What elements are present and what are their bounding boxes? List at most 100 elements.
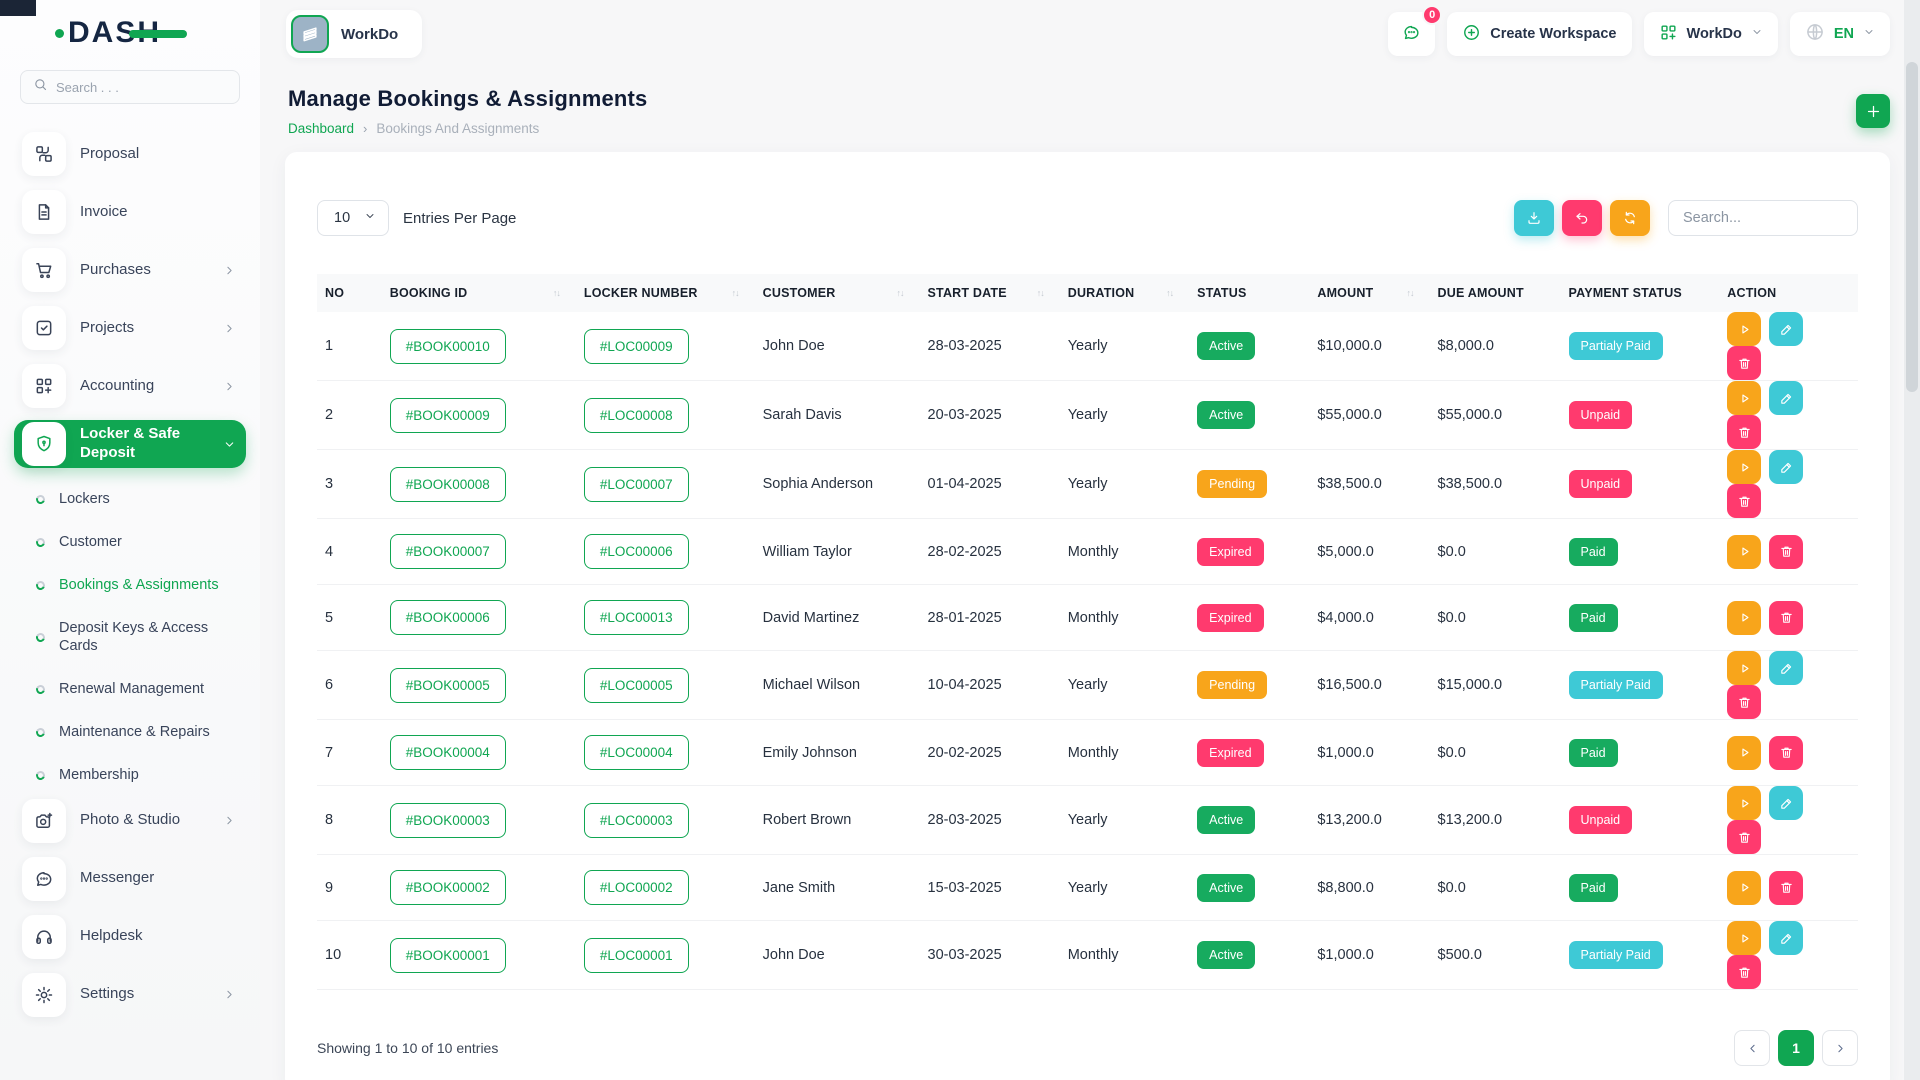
sidebar-item-settings[interactable]: Settings	[14, 971, 246, 1019]
sidebar-subitem-membership[interactable]: Membership	[12, 754, 248, 797]
delete-row-button[interactable]	[1769, 600, 1804, 635]
column-header-duration[interactable]: DURATION ↑↓	[1059, 274, 1190, 312]
workspace-menu-button[interactable]: WorkDo	[1643, 12, 1778, 56]
booking-id-pill[interactable]: #BOOK00005	[389, 667, 506, 703]
booking-id-pill[interactable]: #BOOK00004	[389, 735, 506, 770]
sidebar-item-purchases[interactable]: Purchases	[14, 246, 246, 294]
sidebar-item-invoice[interactable]: Invoice	[14, 188, 246, 236]
delete-row-button[interactable]	[1727, 955, 1762, 989]
edit-row-button[interactable]	[1769, 312, 1804, 346]
booking-id-pill[interactable]: #BOOK00001	[389, 937, 506, 973]
cell-status: Expired	[1189, 518, 1310, 585]
entries-per-page-select[interactable]: 10	[317, 200, 389, 236]
pagination-next-button[interactable]	[1822, 1030, 1858, 1066]
view-row-button[interactable]	[1727, 450, 1762, 484]
edit-row-button[interactable]	[1769, 381, 1804, 415]
delete-row-button[interactable]	[1769, 534, 1804, 569]
sort-icon[interactable]: ↑↓	[731, 288, 740, 298]
sidebar-search[interactable]	[20, 70, 240, 104]
reset-button[interactable]	[1562, 200, 1602, 236]
delete-row-button[interactable]	[1727, 685, 1762, 719]
sidebar-subitem-maintenance-repairs[interactable]: Maintenance & Repairs	[12, 711, 248, 754]
sort-icon[interactable]: ↑↓	[1406, 288, 1415, 298]
booking-id-pill[interactable]: #BOOK00003	[389, 802, 506, 838]
column-header-start-date[interactable]: START DATE ↑↓	[919, 274, 1060, 312]
view-row-button[interactable]	[1727, 651, 1762, 685]
sidebar-subitem-bookings-assignments[interactable]: Bookings & Assignments	[12, 564, 248, 607]
sort-icon[interactable]: ↑↓	[1036, 288, 1045, 298]
export-button[interactable]	[1514, 200, 1554, 236]
locker-number-pill[interactable]: #LOC00008	[583, 397, 689, 433]
cell-customer: John Doe	[754, 312, 920, 381]
locker-number-pill[interactable]: #LOC00007	[583, 466, 689, 502]
edit-row-button[interactable]	[1769, 786, 1804, 820]
locker-number-pill[interactable]: #LOC00009	[583, 328, 689, 364]
locker-number-pill[interactable]: #LOC00004	[583, 735, 689, 770]
view-row-button[interactable]	[1727, 870, 1762, 905]
booking-id-pill[interactable]: #BOOK00006	[389, 600, 506, 635]
booking-id-pill[interactable]: #BOOK00008	[389, 466, 506, 502]
sidebar-subitem-lockers[interactable]: Lockers	[12, 478, 248, 521]
view-row-button[interactable]	[1727, 921, 1762, 955]
view-row-button[interactable]	[1727, 600, 1762, 635]
booking-id-pill[interactable]: #BOOK00009	[389, 397, 506, 433]
pagination-prev-button[interactable]	[1734, 1030, 1770, 1066]
delete-row-button[interactable]	[1727, 820, 1762, 854]
column-header-locker-number[interactable]: LOCKER NUMBER ↑↓	[575, 274, 755, 312]
edit-row-button[interactable]	[1769, 450, 1804, 484]
refresh-button[interactable]	[1610, 200, 1650, 236]
view-row-button[interactable]	[1727, 534, 1762, 569]
locker-number-pill[interactable]: #LOC00003	[583, 802, 689, 838]
workspace-selector[interactable]: WorkDo	[286, 10, 430, 58]
column-header-customer[interactable]: CUSTOMER ↑↓	[754, 274, 920, 312]
pagination-page-1-button[interactable]: 1	[1778, 1030, 1814, 1066]
chevron-right-icon	[223, 814, 236, 827]
delete-row-button[interactable]	[1769, 735, 1804, 770]
invoice-icon	[22, 190, 66, 234]
sidebar-nav-bottom: Photo & Studio Messenger Helpdesk Settings	[12, 797, 248, 1019]
sidebar-item-messenger[interactable]: Messenger	[14, 855, 246, 903]
sidebar-search-input[interactable]	[56, 79, 206, 95]
view-row-button[interactable]	[1727, 381, 1762, 415]
sidebar-item-proposal[interactable]: Proposal	[14, 130, 246, 178]
sidebar-item-accounting[interactable]: Accounting	[14, 362, 246, 410]
locker-number-pill[interactable]: #LOC00006	[583, 534, 689, 569]
sidebar-subitem-customer[interactable]: Customer	[12, 521, 248, 564]
locker-number-pill[interactable]: #LOC00001	[583, 937, 689, 973]
view-row-button[interactable]	[1727, 735, 1762, 770]
delete-row-button[interactable]	[1727, 484, 1762, 518]
sidebar-item-projects[interactable]: Projects	[14, 304, 246, 352]
create-workspace-button[interactable]: Create Workspace	[1447, 12, 1632, 56]
view-row-button[interactable]	[1727, 312, 1762, 346]
locker-number-pill[interactable]: #LOC00005	[583, 667, 689, 703]
table-search-input[interactable]	[1668, 200, 1858, 236]
sidebar-subitem-renewal-management[interactable]: Renewal Management	[12, 668, 248, 711]
locker-number-pill[interactable]: #LOC00013	[583, 600, 689, 635]
booking-id-pill[interactable]: #BOOK00010	[389, 328, 506, 364]
column-header-amount[interactable]: AMOUNT ↑↓	[1309, 274, 1430, 312]
sort-icon[interactable]: ↑↓	[1166, 288, 1174, 298]
delete-row-button[interactable]	[1727, 346, 1762, 380]
column-header-booking-id[interactable]: BOOKING ID ↑↓	[381, 274, 576, 312]
sidebar-item-locker-safe-deposit[interactable]: Locker & Safe Deposit	[14, 420, 246, 468]
cell-locker-number: #LOC00007	[575, 449, 755, 519]
scrollbar-thumb[interactable]	[1906, 62, 1918, 392]
messages-button[interactable]: 0	[1388, 5, 1443, 56]
edit-row-button[interactable]	[1769, 651, 1804, 685]
sort-icon[interactable]: ↑↓	[552, 288, 561, 298]
sort-icon[interactable]: ↑↓	[896, 288, 905, 298]
page-scrollbar[interactable]	[1904, 0, 1920, 1080]
sidebar-item-helpdesk[interactable]: Helpdesk	[14, 913, 246, 961]
view-row-button[interactable]	[1727, 786, 1762, 820]
booking-id-pill[interactable]: #BOOK00002	[389, 870, 506, 905]
sidebar-subitem-deposit-keys-access-cards[interactable]: Deposit Keys & Access Cards	[12, 607, 248, 669]
locker-number-pill[interactable]: #LOC00002	[583, 870, 689, 905]
delete-row-button[interactable]	[1727, 415, 1762, 449]
delete-row-button[interactable]	[1769, 870, 1804, 905]
language-selector[interactable]: EN	[1789, 12, 1890, 56]
edit-row-button[interactable]	[1769, 921, 1804, 955]
breadcrumb-dashboard-link[interactable]: Dashboard	[288, 121, 355, 136]
booking-id-pill[interactable]: #BOOK00007	[389, 534, 506, 569]
sidebar-item-photo-studio[interactable]: Photo & Studio	[14, 797, 246, 845]
add-booking-button[interactable]	[1856, 94, 1890, 128]
